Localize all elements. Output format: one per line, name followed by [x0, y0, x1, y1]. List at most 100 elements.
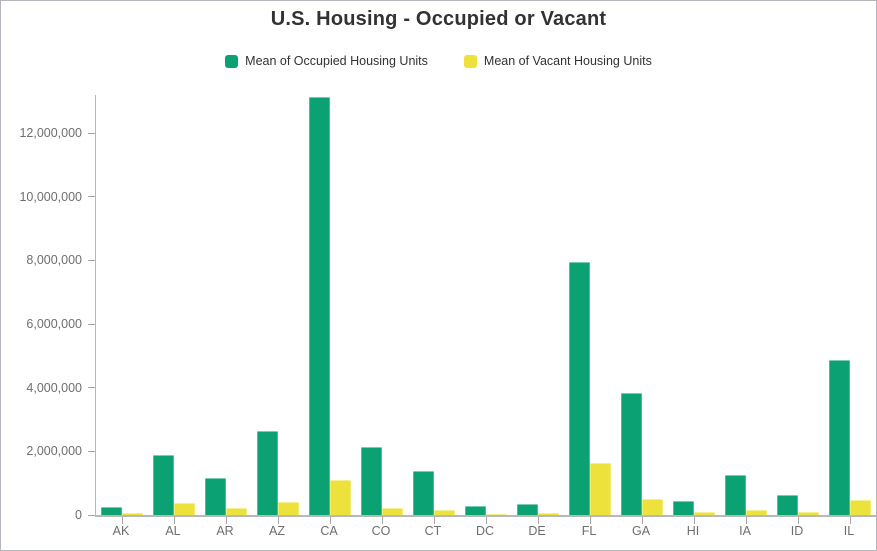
x-axis-label-CT: CT	[424, 524, 442, 538]
bar-vacant-AZ[interactable]	[278, 502, 299, 515]
legend-item-occupied[interactable]: Mean of Occupied Housing Units	[225, 54, 428, 68]
y-axis-label-6,000,000: 6,000,000	[26, 317, 82, 332]
bar-group-CA	[304, 95, 356, 524]
x-axis-tick	[121, 517, 123, 524]
x-axis-tick	[693, 517, 695, 524]
chart-title: U.S. Housing - Occupied or Vacant	[270, 8, 607, 30]
bar-vacant-IA[interactable]	[746, 510, 767, 515]
y-axis-tick	[88, 323, 95, 325]
bar-group-AL	[148, 95, 200, 524]
legend-label-occupied: Mean of Occupied Housing Units	[245, 54, 428, 68]
x-axis-label-FL: FL	[581, 524, 597, 538]
x-axis-label-DC: DC	[475, 524, 495, 538]
y-axis-label-10,000,000: 10,000,000	[19, 189, 82, 204]
bar-group-AZ	[252, 95, 304, 524]
bar-vacant-DE[interactable]	[538, 513, 559, 515]
y-axis-label-4,000,000: 4,000,000	[26, 380, 82, 395]
x-axis-label-IA: IA	[739, 524, 751, 538]
bar-occupied-GA[interactable]	[621, 393, 642, 515]
x-axis-label-AK: AK	[112, 524, 130, 538]
bar-group-HI	[668, 95, 720, 524]
bar-vacant-CA[interactable]	[330, 480, 351, 515]
legend-label-vacant: Mean of Vacant Housing Units	[483, 54, 652, 68]
x-axis-label-IL: IL	[843, 524, 855, 538]
y-axis-label-12,000,000: 12,000,000	[19, 126, 82, 141]
legend: Mean of Occupied Housing Units Mean of V…	[0, 52, 877, 70]
legend-swatch-occupied-icon	[225, 54, 239, 68]
x-axis-tick	[745, 517, 747, 524]
bar-group-FL	[564, 95, 616, 524]
bar-group-DC	[460, 95, 512, 524]
bar-vacant-CT[interactable]	[434, 510, 455, 515]
x-axis-tick	[589, 517, 591, 524]
bar-group-AR	[200, 95, 252, 524]
bar-occupied-AZ[interactable]	[257, 431, 278, 515]
x-axis-label-AR: AR	[216, 524, 234, 538]
bar-group-AK	[96, 95, 148, 524]
bar-vacant-AL[interactable]	[174, 503, 195, 515]
legend-item-vacant[interactable]: Mean of Vacant Housing Units	[463, 54, 652, 68]
bar-group-ID	[772, 95, 824, 524]
bar-vacant-GA[interactable]	[642, 499, 663, 515]
bar-group-IL	[824, 95, 876, 524]
bar-group-GA	[616, 95, 668, 524]
bar-vacant-IL[interactable]	[850, 500, 871, 515]
x-axis-tick	[277, 517, 279, 524]
x-axis-label-GA: GA	[631, 524, 651, 538]
bar-occupied-IL[interactable]	[829, 360, 850, 515]
x-axis-tick	[225, 517, 227, 524]
x-axis-label-DE: DE	[528, 524, 546, 538]
bar-occupied-AL[interactable]	[153, 455, 174, 515]
bar-vacant-AK[interactable]	[122, 513, 143, 515]
y-axis: 0 2,000,000 4,000,000 6,000,000 8,000,000 10,…	[0, 95, 95, 522]
y-axis-tick	[88, 514, 95, 516]
y-axis-tick	[88, 387, 95, 389]
x-axis-label-AL: AL	[165, 524, 181, 538]
bar-vacant-ID[interactable]	[798, 512, 819, 515]
y-axis-label-2,000,000: 2,000,000	[26, 444, 82, 459]
y-axis-tick	[88, 259, 95, 261]
y-axis-tick	[88, 132, 95, 134]
x-axis: AK AL AR AZ CA CO CT DC DE FL GA HI IA ID IL	[95, 523, 875, 539]
bar-occupied-CA[interactable]	[309, 97, 330, 515]
bar-vacant-FL[interactable]	[590, 463, 611, 515]
y-axis-label-0: 0	[75, 508, 82, 522]
x-axis-tick	[849, 517, 851, 524]
x-axis-label-ID: ID	[790, 524, 804, 538]
bar-vacant-AR[interactable]	[226, 508, 247, 515]
bar-vacant-DC[interactable]	[486, 514, 507, 515]
bar-vacant-CO[interactable]	[382, 508, 403, 515]
bar-occupied-CT[interactable]	[413, 471, 434, 515]
bar-occupied-AK[interactable]	[101, 507, 122, 515]
y-axis-tick	[88, 450, 95, 452]
x-axis-label-AZ: AZ	[269, 524, 285, 538]
y-axis-label-8,000,000: 8,000,000	[26, 253, 82, 268]
bar-occupied-FL[interactable]	[569, 262, 590, 515]
bar-occupied-AR[interactable]	[205, 478, 226, 515]
bar-occupied-DE[interactable]	[517, 504, 538, 515]
bar-group-CO	[356, 95, 408, 524]
x-axis-tick	[797, 517, 799, 524]
y-axis-tick	[88, 196, 95, 198]
legend-swatch-vacant-icon	[463, 54, 477, 68]
bar-occupied-HI[interactable]	[673, 501, 694, 515]
bar-group-IA	[720, 95, 772, 524]
bar-occupied-DC[interactable]	[465, 506, 486, 515]
bar-vacant-HI[interactable]	[694, 512, 715, 515]
x-axis-tick	[433, 517, 435, 524]
bar-occupied-ID[interactable]	[777, 495, 798, 515]
x-axis-tick	[381, 517, 383, 524]
x-axis-label-CO: CO	[371, 524, 391, 538]
x-axis-tick	[537, 517, 539, 524]
x-axis-tick	[485, 517, 487, 524]
plot-area	[95, 95, 876, 524]
bar-group-DE	[512, 95, 564, 524]
bar-occupied-CO[interactable]	[361, 447, 382, 515]
bar-occupied-IA[interactable]	[725, 475, 746, 515]
x-axis-label-CA: CA	[320, 524, 338, 538]
x-axis-tick	[641, 517, 643, 524]
x-axis-label-HI: HI	[686, 524, 700, 538]
x-axis-tick	[173, 517, 175, 524]
x-axis-tick	[329, 517, 331, 524]
